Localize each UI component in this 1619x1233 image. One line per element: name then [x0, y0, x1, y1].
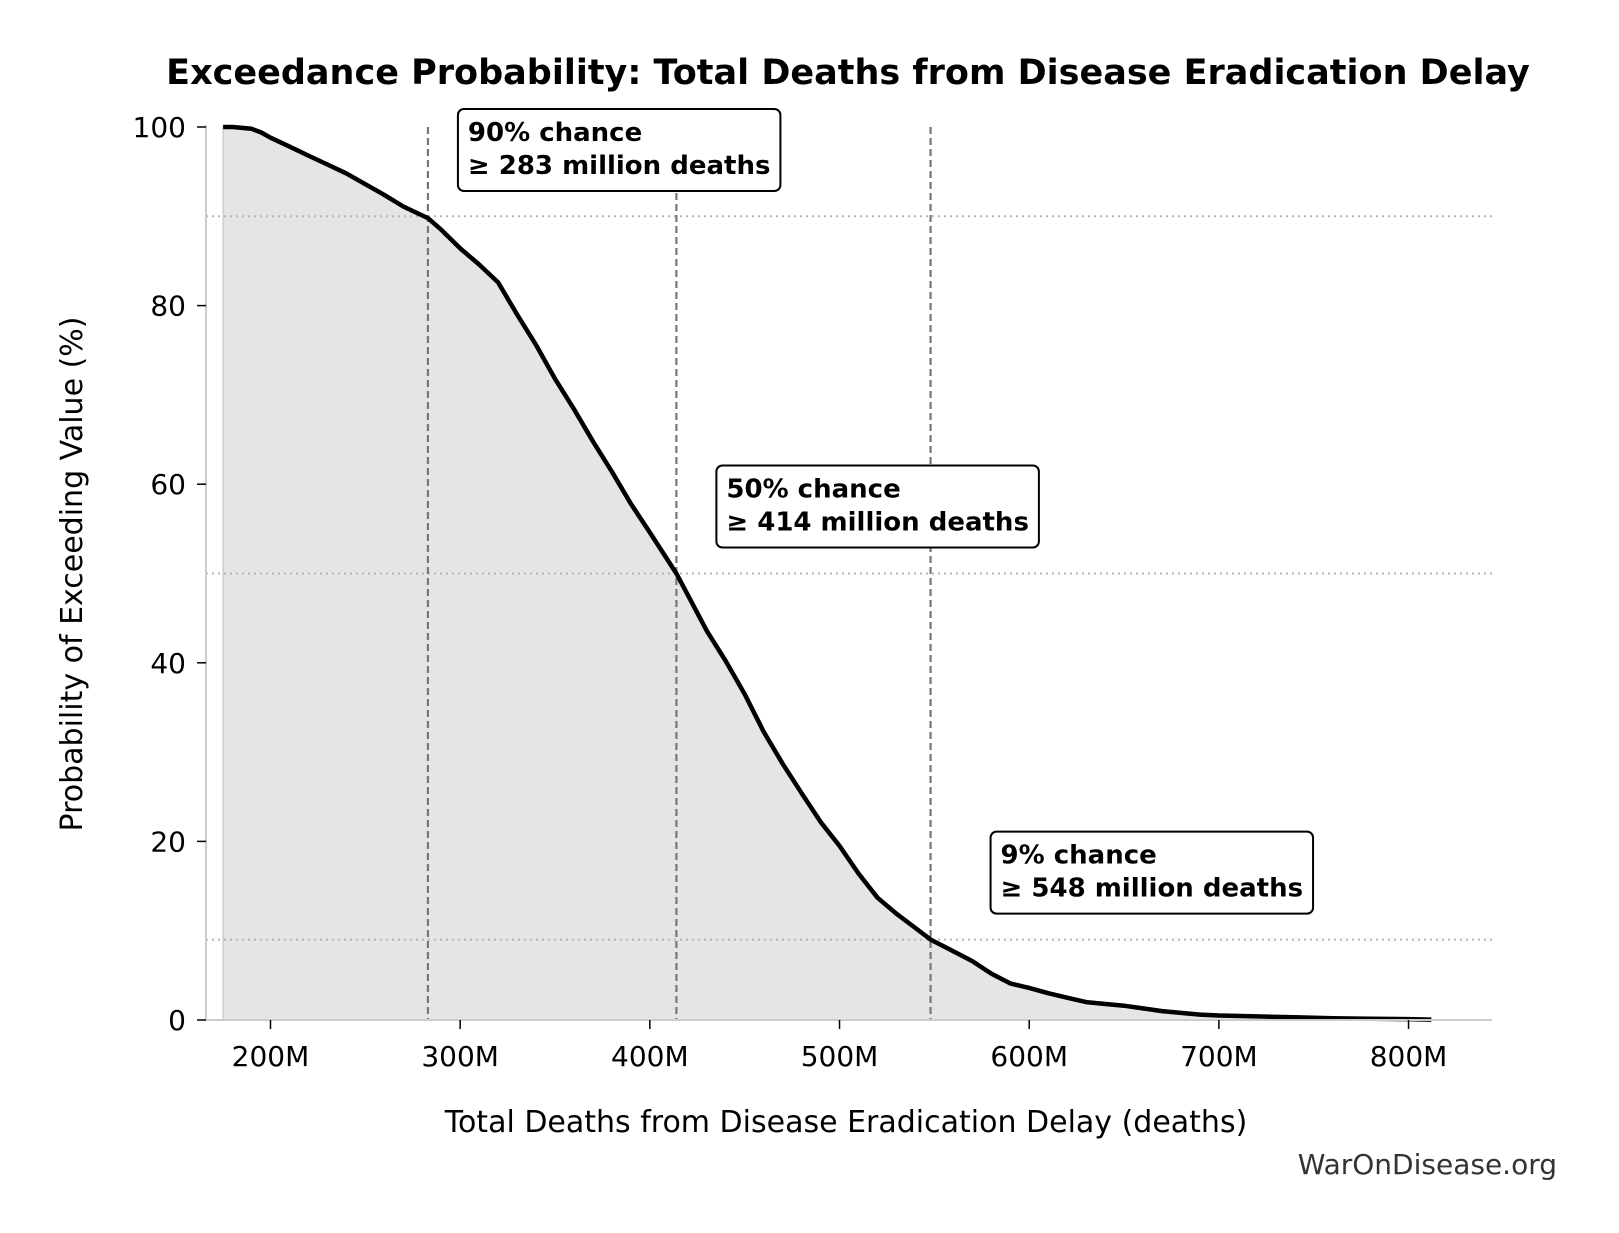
annotation-frame [456, 108, 782, 192]
x-tick-label: 200M [232, 1040, 310, 1073]
marker-horizontal-lines [206, 215, 1492, 941]
annotation-chance: 50% chance [726, 475, 900, 505]
x-axis-label: Total Deaths from Disease Eradication De… [444, 1105, 1248, 1140]
y-tick-label: 100 [133, 111, 186, 144]
exceedance-curve [223, 124, 1432, 1022]
y-tick-label: 60 [150, 468, 186, 501]
x-tick-label: 600M [990, 1040, 1068, 1073]
x-tick-label: 300M [421, 1040, 499, 1073]
y-axis-ticks: 0 20 40 60 80 100 [133, 111, 206, 1037]
annotation-deaths: ≥ 414 million deaths [726, 508, 1029, 538]
watermark: WarOnDisease.org [1297, 1148, 1557, 1181]
y-tick-label: 40 [150, 647, 186, 680]
y-tick-label: 0 [168, 1004, 186, 1037]
annotation-deaths: ≥ 283 million deaths [468, 151, 771, 181]
annotation-frame [715, 464, 1040, 549]
annotations: 90% chance≥ 283 million deaths 50% chance… [456, 108, 1315, 915]
axes [205, 125, 1492, 1021]
y-axis-label: Probability of Exceeding Value (%) [55, 317, 90, 832]
x-tick-label: 800M [1370, 1040, 1448, 1073]
x-tick-label: 700M [1180, 1040, 1258, 1073]
plot-area: 200M 300M 400M 500M 600M 700M 800M 0 20 40 60 80 10… [133, 108, 1492, 1073]
chart-title: Exceedance Probability: Total Deaths fro… [166, 53, 1530, 93]
x-tick-label: 400M [611, 1040, 689, 1073]
annotation-box: 50% chance≥ 414 million deaths [715, 464, 1040, 549]
annotation-deaths: ≥ 548 million deaths [1001, 874, 1304, 904]
annotation-box: 90% chance≥ 283 million deaths [456, 108, 782, 192]
annotation-frame [989, 830, 1315, 915]
annotation-box: 9% chance≥ 548 million deaths [989, 830, 1315, 915]
y-tick-label: 20 [150, 825, 186, 858]
annotation-chance: 90% chance [468, 118, 642, 148]
annotation-chance: 9% chance [1001, 841, 1157, 871]
y-tick-label: 80 [150, 290, 186, 323]
x-tick-label: 500M [801, 1040, 879, 1073]
x-axis-ticks: 200M 300M 400M 500M 600M 700M 800M [232, 1020, 1448, 1073]
